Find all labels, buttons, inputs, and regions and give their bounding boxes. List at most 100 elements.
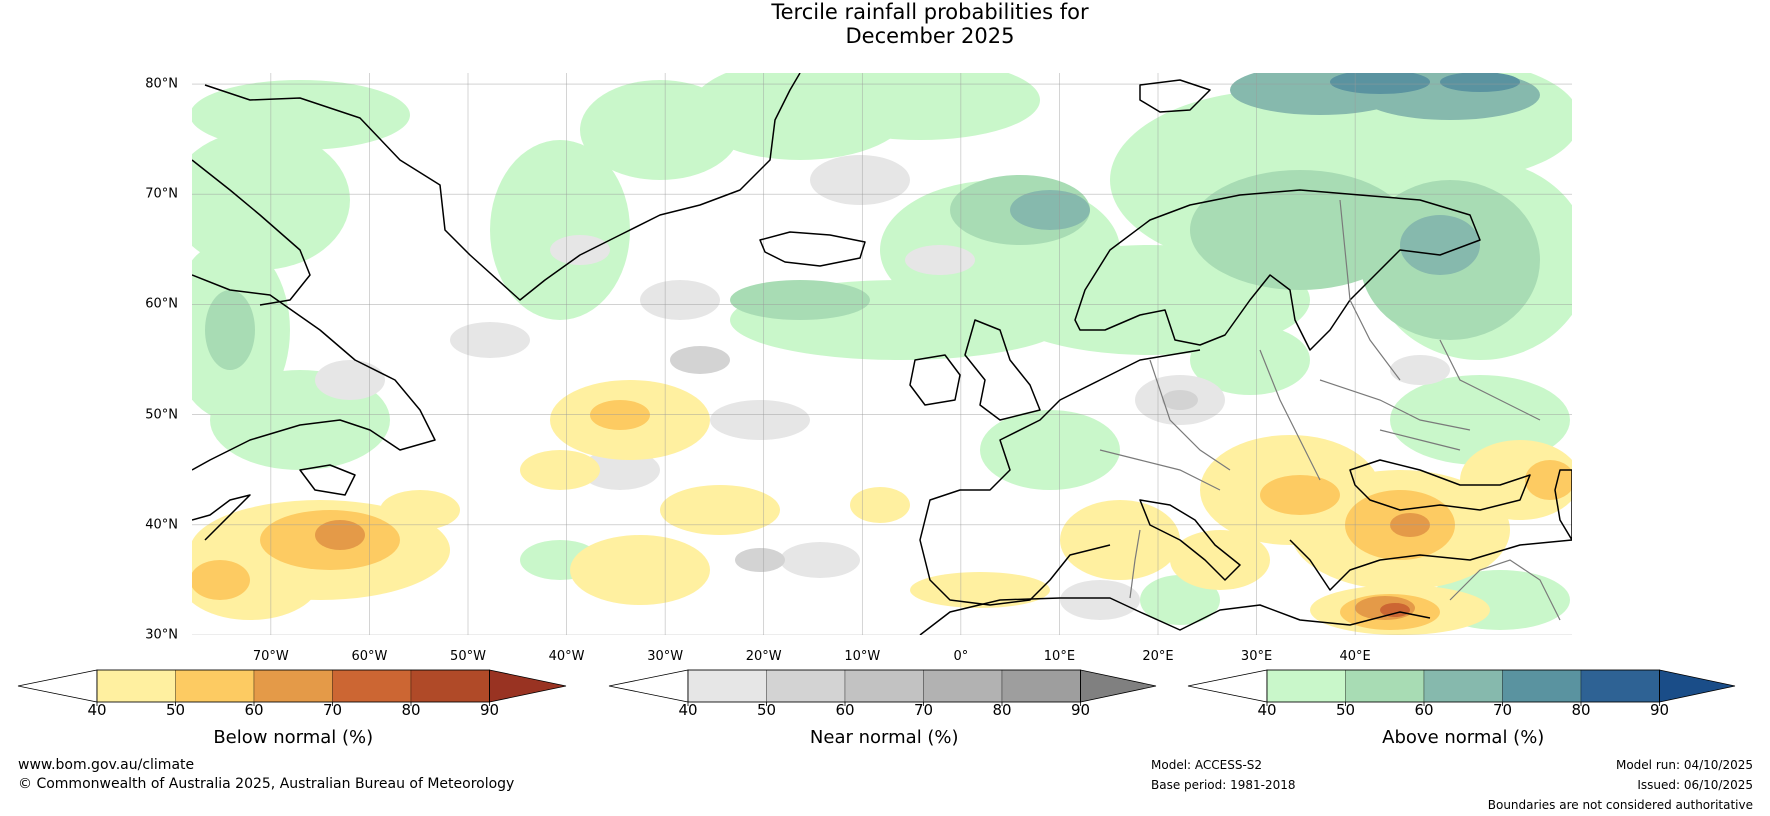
above-normal-area bbox=[1190, 325, 1310, 395]
longitude-label: 10°E bbox=[1043, 649, 1076, 664]
colorbar-tick-label: 40 bbox=[678, 701, 698, 719]
colorbar-segment bbox=[1001, 669, 1081, 703]
below-normal-area bbox=[1380, 603, 1410, 617]
colorbar-below bbox=[17, 669, 567, 706]
near-normal-area bbox=[670, 346, 730, 374]
below-normal-area bbox=[380, 490, 460, 530]
near-normal-area bbox=[315, 360, 385, 400]
issued-date: Issued: 06/10/2025 bbox=[1637, 778, 1753, 792]
base-period: Base period: 1981-2018 bbox=[1151, 778, 1296, 792]
colorbar-segment bbox=[175, 669, 255, 703]
copyright-text: © Commonwealth of Australia 2025, Austra… bbox=[18, 776, 515, 792]
colorbar-segment bbox=[332, 669, 412, 703]
colorbar-tick-label: 50 bbox=[1335, 701, 1356, 719]
near-normal-area bbox=[1162, 390, 1198, 410]
colorbar-tick-label: 90 bbox=[1070, 701, 1091, 719]
colorbar-tick-label: 80 bbox=[401, 701, 421, 719]
longitude-label: 70°W bbox=[252, 649, 289, 664]
near-normal-area bbox=[710, 400, 810, 440]
below-normal-area bbox=[1260, 475, 1340, 515]
colorbar-tick-label: 70 bbox=[322, 701, 343, 719]
above-normal-area bbox=[490, 140, 630, 320]
near-normal-area bbox=[1060, 580, 1140, 620]
near-normal-area bbox=[640, 280, 720, 320]
latitude-label: 80°N bbox=[145, 76, 178, 92]
latitude-label: 40°N bbox=[145, 517, 178, 533]
near-normal-area bbox=[1390, 355, 1450, 385]
colorbar-outline bbox=[96, 669, 490, 703]
colorbar-segment bbox=[1345, 669, 1425, 703]
near-normal-area bbox=[905, 245, 975, 275]
colorbar-tick-label: 60 bbox=[1414, 701, 1434, 719]
website-link[interactable]: www.bom.gov.au/climate bbox=[18, 757, 195, 773]
coastline-iceland bbox=[759, 231, 866, 267]
near-normal-area bbox=[580, 450, 660, 490]
latitude-label: 60°N bbox=[145, 296, 178, 312]
colorbar-tick-label: 70 bbox=[1492, 701, 1513, 719]
colorbar-tick-label: 60 bbox=[835, 701, 855, 719]
colorbar-over-triangle bbox=[489, 669, 567, 703]
colorbar-tick-label: 50 bbox=[756, 701, 777, 719]
near-normal-area bbox=[550, 235, 610, 265]
below-normal-area bbox=[570, 535, 710, 605]
coastline-greenland bbox=[204, 73, 801, 301]
coastline-ireland bbox=[909, 354, 961, 406]
above-normal-area bbox=[1330, 73, 1430, 94]
longitude-label: 20°W bbox=[745, 649, 782, 664]
boundary-disclaimer: Boundaries are not considered authoritat… bbox=[1487, 798, 1753, 812]
above-normal-area bbox=[205, 290, 255, 370]
colorbar-tick-label: 50 bbox=[165, 701, 186, 719]
graticule bbox=[192, 73, 1572, 635]
country-borders bbox=[1099, 199, 1561, 621]
colorbar-tick-label: 80 bbox=[1571, 701, 1591, 719]
below-normal-area bbox=[660, 485, 780, 535]
model-name: Model: ACCESS-S2 bbox=[1151, 758, 1263, 772]
colorbar-under-triangle bbox=[608, 669, 689, 703]
colorbars bbox=[17, 669, 1736, 706]
colorbar-tick-label: 90 bbox=[1649, 701, 1670, 719]
model-run-date: Model run: 04/10/2025 bbox=[1615, 758, 1753, 772]
longitude-label: 50°W bbox=[450, 649, 486, 664]
colorbar-under-triangle bbox=[1187, 669, 1268, 703]
colorbar-title: Near normal (%) bbox=[809, 727, 959, 748]
longitude-label: 60°W bbox=[351, 649, 388, 664]
below-normal-area bbox=[850, 487, 910, 523]
above-normal-area bbox=[1400, 215, 1480, 275]
coastline-svalbard bbox=[1139, 79, 1211, 113]
colorbar-segment bbox=[1502, 669, 1582, 703]
colorbar-outline bbox=[1266, 669, 1660, 703]
below-normal-area bbox=[590, 400, 650, 430]
colorbar-under-triangle bbox=[17, 669, 98, 703]
near-normal-area bbox=[450, 322, 530, 358]
colorbar-segment bbox=[766, 669, 846, 703]
chart-title: Tercile rainfall probabilities for Decem… bbox=[0, 0, 1770, 48]
longitude-label: 0° bbox=[953, 649, 969, 664]
above-normal-area bbox=[1140, 575, 1220, 625]
coastline-europe-west bbox=[919, 349, 1201, 606]
colorbar-over-triangle bbox=[1080, 669, 1157, 703]
title-line-1: Tercile rainfall probabilities for bbox=[771, 0, 1089, 24]
longitude-label: 40°W bbox=[548, 649, 585, 664]
above-normal-area bbox=[192, 130, 350, 270]
longitude-label: 20°E bbox=[1142, 649, 1174, 664]
colorbar-segment bbox=[1266, 669, 1346, 703]
coastlines bbox=[192, 73, 1572, 635]
coastline-baffin bbox=[192, 159, 311, 306]
colorbar-tick-label: 90 bbox=[479, 701, 500, 719]
below-normal-area bbox=[1170, 530, 1270, 590]
latitude-label: 50°N bbox=[145, 407, 178, 423]
colorbar-tick-label: 40 bbox=[87, 701, 107, 719]
coastline-labrador bbox=[192, 274, 436, 471]
near-normal-area bbox=[735, 548, 785, 572]
longitude-label: 10°W bbox=[844, 649, 881, 664]
longitude-label: 30°W bbox=[647, 649, 684, 664]
latitude-label: 30°N bbox=[145, 627, 178, 643]
colorbar-segment bbox=[844, 669, 924, 703]
longitude-label: 40°E bbox=[1339, 649, 1371, 664]
above-normal-area bbox=[980, 410, 1120, 490]
below-normal-area bbox=[1060, 500, 1180, 580]
below-normal-shading bbox=[192, 380, 1572, 635]
colorbar-tick-label: 80 bbox=[992, 701, 1012, 719]
coastline-britain bbox=[964, 319, 1041, 421]
